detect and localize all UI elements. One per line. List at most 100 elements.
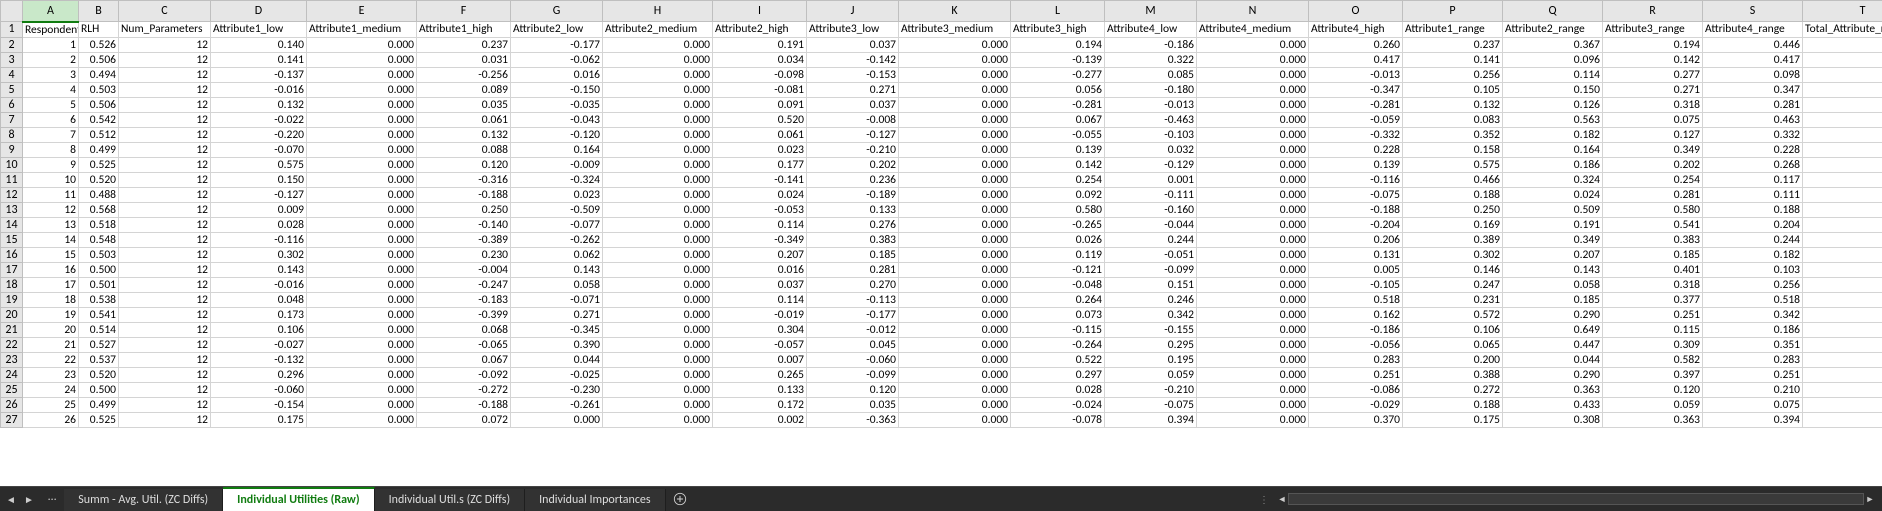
hscroll-left[interactable]: ◄ — [1276, 493, 1288, 505]
data-cell[interactable]: 0.446 — [1703, 37, 1803, 52]
data-cell[interactable]: 0.000 — [899, 262, 1011, 277]
data-cell[interactable]: 12 — [119, 367, 211, 382]
data-cell[interactable]: 0.401 — [1603, 262, 1703, 277]
data-cell[interactable]: 0.575 — [211, 157, 307, 172]
data-cell[interactable]: 20 — [23, 322, 79, 337]
data-cell[interactable]: 0.000 — [603, 367, 713, 382]
data-cell[interactable]: -0.132 — [211, 352, 307, 367]
data-cell[interactable]: 0.139 — [1011, 142, 1105, 157]
data-cell[interactable]: 0.075 — [1603, 112, 1703, 127]
data-cell[interactable]: -0.316 — [417, 172, 511, 187]
data-cell[interactable]: 0.045 — [807, 337, 899, 352]
data-cell[interactable]: 0.290 — [1503, 307, 1603, 322]
data-cell[interactable]: 1.241 — [1803, 412, 1882, 427]
header-cell[interactable]: Attribute2_medium — [603, 22, 713, 38]
data-cell[interactable]: -0.155 — [1105, 322, 1197, 337]
data-cell[interactable]: 0.254 — [1603, 172, 1703, 187]
data-cell[interactable]: 0.059 — [1603, 397, 1703, 412]
data-cell[interactable]: 0.000 — [307, 37, 417, 52]
data-cell[interactable]: 0.000 — [307, 217, 417, 232]
data-cell[interactable]: 0.281 — [1703, 97, 1803, 112]
data-cell[interactable]: 18 — [23, 292, 79, 307]
data-cell[interactable]: -0.142 — [807, 52, 899, 67]
data-cell[interactable]: 0.383 — [807, 232, 899, 247]
data-cell[interactable]: 0.246 — [1105, 292, 1197, 307]
data-cell[interactable]: 12 — [119, 247, 211, 262]
data-cell[interactable]: -0.027 — [211, 337, 307, 352]
data-cell[interactable]: 0.265 — [713, 367, 807, 382]
hscroll-track[interactable] — [1288, 493, 1864, 505]
data-cell[interactable]: 0.031 — [417, 52, 511, 67]
data-cell[interactable]: 12 — [119, 187, 211, 202]
data-cell[interactable]: 12 — [119, 232, 211, 247]
header-cell[interactable]: RLH — [79, 22, 119, 38]
data-cell[interactable]: 0.466 — [1403, 172, 1503, 187]
data-cell[interactable]: 0.000 — [1197, 112, 1309, 127]
data-cell[interactable]: 0.182 — [1503, 127, 1603, 142]
data-cell[interactable]: 0.499 — [79, 397, 119, 412]
data-cell[interactable]: 0.000 — [603, 67, 713, 82]
data-cell[interactable]: 0.520 — [79, 172, 119, 187]
header-cell[interactable]: Attribute3_range — [1603, 22, 1703, 38]
data-cell[interactable]: 0.000 — [603, 307, 713, 322]
header-cell[interactable]: Attribute3_high — [1011, 22, 1105, 38]
data-cell[interactable]: 0.000 — [899, 52, 1011, 67]
data-cell[interactable]: 0.000 — [307, 412, 417, 427]
data-cell[interactable]: 0.139 — [1309, 157, 1403, 172]
data-cell[interactable]: 0.059 — [1105, 367, 1197, 382]
data-cell[interactable]: 0.119 — [1011, 247, 1105, 262]
data-cell[interactable]: -0.116 — [211, 232, 307, 247]
data-cell[interactable]: 0.000 — [1197, 97, 1309, 112]
data-cell[interactable]: 0.494 — [79, 67, 119, 82]
data-cell[interactable]: 4 — [23, 82, 79, 97]
data-cell[interactable]: 0.796 — [1803, 52, 1882, 67]
row-header-5[interactable]: 5 — [1, 82, 23, 97]
data-cell[interactable]: 0.000 — [603, 232, 713, 247]
data-cell[interactable]: -0.177 — [807, 307, 899, 322]
data-cell[interactable]: 0.188 — [1403, 397, 1503, 412]
data-cell[interactable]: 0.023 — [713, 142, 807, 157]
data-cell[interactable]: 0.000 — [307, 202, 417, 217]
data-cell[interactable]: 0.000 — [603, 352, 713, 367]
data-cell[interactable]: 0.000 — [603, 82, 713, 97]
data-cell[interactable]: 0.000 — [603, 157, 713, 172]
data-cell[interactable]: 0.231 — [1403, 292, 1503, 307]
data-cell[interactable]: 0.244 — [1105, 232, 1197, 247]
data-cell[interactable]: 0.000 — [603, 187, 713, 202]
data-cell[interactable]: 0.349 — [1603, 142, 1703, 157]
data-cell[interactable]: 0.026 — [1011, 232, 1105, 247]
data-cell[interactable]: -0.324 — [511, 172, 603, 187]
data-cell[interactable]: -0.509 — [511, 202, 603, 217]
data-cell[interactable]: 0.000 — [899, 307, 1011, 322]
data-cell[interactable]: 1.327 — [1803, 367, 1882, 382]
data-cell[interactable]: 0.541 — [1603, 217, 1703, 232]
data-cell[interactable]: 0.096 — [1503, 52, 1603, 67]
data-cell[interactable]: 0.106 — [1403, 322, 1503, 337]
column-header-M[interactable]: M — [1105, 1, 1197, 22]
data-cell[interactable]: 0.342 — [1703, 307, 1803, 322]
data-cell[interactable]: 12 — [119, 412, 211, 427]
data-cell[interactable]: -0.349 — [713, 232, 807, 247]
data-cell[interactable]: -0.065 — [417, 337, 511, 352]
data-cell[interactable]: 0.754 — [1803, 397, 1882, 412]
header-cell[interactable]: Attribute1_high — [417, 22, 511, 38]
data-cell[interactable]: 0.271 — [807, 82, 899, 97]
data-cell[interactable]: 0.000 — [899, 412, 1011, 427]
column-header-T[interactable]: T — [1803, 1, 1882, 22]
data-cell[interactable]: -0.077 — [511, 217, 603, 232]
data-cell[interactable]: 0.501 — [79, 277, 119, 292]
row-header-14[interactable]: 14 — [1, 217, 23, 232]
data-cell[interactable]: -0.060 — [807, 352, 899, 367]
data-cell[interactable]: 0.048 — [211, 292, 307, 307]
data-cell[interactable]: 0.000 — [899, 352, 1011, 367]
data-cell[interactable]: 1.365 — [1803, 232, 1882, 247]
data-cell[interactable]: 0.394 — [1703, 412, 1803, 427]
data-cell[interactable]: -0.189 — [807, 187, 899, 202]
data-cell[interactable]: -0.019 — [713, 307, 807, 322]
data-cell[interactable]: -0.389 — [417, 232, 511, 247]
sheet-tab[interactable]: Individual Util.s (ZC Diffs) — [375, 489, 526, 511]
data-cell[interactable]: 12 — [119, 307, 211, 322]
data-cell[interactable]: 0.016 — [713, 262, 807, 277]
data-cell[interactable]: 12 — [119, 112, 211, 127]
data-cell[interactable]: -0.272 — [417, 382, 511, 397]
